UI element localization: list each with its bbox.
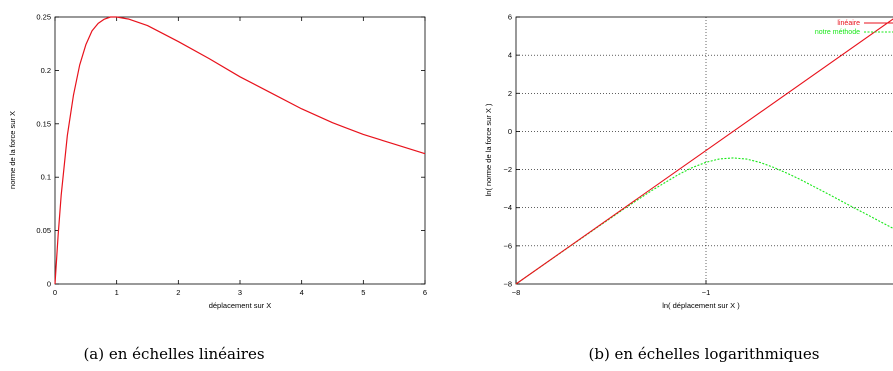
- legend-label-notre-methode: notre méthode: [815, 29, 860, 36]
- y-tick-label-b: 6: [508, 13, 512, 22]
- x-tick-label-a: 3: [238, 288, 242, 297]
- y-tick-label-a: 0.2: [41, 66, 51, 75]
- caption-b: (b) en échelles logarithmiques: [588, 345, 819, 363]
- y-tick-label-b: −8: [503, 280, 512, 289]
- series-b: [515, 18, 893, 285]
- x-tick-label-b: −1: [702, 288, 711, 297]
- series-line-a: [54, 16, 426, 285]
- x-tick-label-a: 1: [115, 288, 119, 297]
- y-tick-label-b: 4: [508, 51, 512, 60]
- y-tick-label-a: 0.25: [36, 13, 51, 22]
- y-tick-label-b: −4: [503, 203, 512, 212]
- ticks-a: 0 1 2 3 4 5 6 0 0.05 0.1 0.15 0.2 0.25: [36, 13, 427, 298]
- x-axis-label-a: déplacement sur X: [209, 301, 272, 310]
- x-axis-label-b: ln( déplacement sur X ): [662, 301, 740, 310]
- x-tick-label-a: 0: [53, 288, 57, 297]
- x-tick-label-a: 5: [361, 288, 365, 297]
- y-tick-label-a: 0: [47, 280, 51, 289]
- y-tick-label-a: 0.05: [36, 226, 51, 235]
- ticks-b: 6 4 2 0 −2 −4 −6 −8−8 −1: [503, 13, 710, 298]
- grid-b: [516, 17, 893, 284]
- series-a: [54, 16, 426, 285]
- x-tick-label-a: 6: [423, 288, 427, 297]
- y-tick-label-a: 0.1: [41, 173, 51, 182]
- series-line-lineaire: [515, 18, 893, 285]
- x-tick-label-a: 4: [300, 288, 304, 297]
- series-line-notre-methode: [515, 157, 893, 285]
- x-tick-label-a: 2: [176, 288, 180, 297]
- x-tick-label-b: −8: [512, 288, 521, 297]
- y-tick-label-b: −2: [503, 165, 512, 174]
- y-axis-label-a: norme de la force sur X: [8, 111, 17, 189]
- legend-b: linéaire notre méthode: [815, 20, 893, 36]
- plot-frame-a: [54, 16, 426, 285]
- y-tick-label-b: 0: [508, 127, 512, 136]
- y-tick-label-b: −6: [503, 241, 512, 250]
- caption-a: (a) en échelles linéaires: [83, 345, 264, 363]
- y-axis-label-b: ln( norme de la force sur X ): [484, 103, 493, 196]
- legend-label-lineaire: linéaire: [837, 20, 860, 27]
- chart-linear: 0 1 2 3 4 5 6 0 0.05 0.1 0.15 0.2 0.25 déplacement s…: [8, 13, 427, 364]
- y-tick-label-b: 2: [508, 89, 512, 98]
- y-tick-label-a: 0.15: [36, 119, 51, 128]
